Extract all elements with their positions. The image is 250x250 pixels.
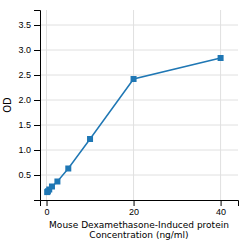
plot-area: 0 20 40 0.5 1.0 1.5 2.0 2.5 3.0 3.5 <box>18 10 238 217</box>
grid-line <box>40 25 238 26</box>
tick-mark <box>34 25 40 26</box>
tick: 1.0 <box>18 145 40 155</box>
x-axis: 0 20 40 <box>41 200 239 217</box>
tick: 3.5 <box>18 20 40 30</box>
y-axis-title: OD <box>2 97 13 113</box>
tick: 2.0 <box>18 95 40 105</box>
tick-mark <box>34 125 40 126</box>
axis-line <box>41 201 239 207</box>
tick-mark <box>221 200 222 206</box>
tick-label: 3.0 <box>18 45 31 55</box>
grid-line <box>46 10 47 200</box>
tick-label: 0.5 <box>18 170 31 180</box>
grid-line <box>40 175 238 176</box>
point <box>49 184 55 190</box>
tick: 40 <box>216 200 226 217</box>
point <box>54 179 60 185</box>
tick-mark <box>34 175 40 176</box>
tick-label: 2.0 <box>18 95 31 105</box>
tick-mark <box>34 75 40 76</box>
tick-label: 2.5 <box>18 70 31 80</box>
tick-mark <box>47 200 48 206</box>
axis-line <box>34 11 41 201</box>
grid-line <box>40 100 238 101</box>
x-axis-title: Mouse Dexamethasone-Induced proteinConce… <box>49 220 229 240</box>
grid-line <box>40 50 238 51</box>
tick: 2.5 <box>18 70 40 80</box>
tick: 1.5 <box>18 120 40 130</box>
point <box>87 136 93 142</box>
tick: 20 <box>129 200 139 217</box>
tick-mark <box>34 100 40 101</box>
tick-label: 1.0 <box>18 145 31 155</box>
tick: 3.0 <box>18 45 40 55</box>
tick: 0 <box>45 200 50 217</box>
line <box>47 58 220 192</box>
grid-line <box>40 150 238 151</box>
grid-line <box>133 10 134 200</box>
tick-label: 40 <box>216 207 226 217</box>
tick-label: 3.5 <box>18 20 31 30</box>
y-axis: 0.5 1.0 1.5 2.0 2.5 3.0 3.5 <box>18 11 40 201</box>
grid-line <box>40 75 238 76</box>
tick-mark <box>34 150 40 151</box>
tick-label: 0 <box>45 207 50 217</box>
marks <box>44 55 223 195</box>
tick-label: 20 <box>129 207 139 217</box>
tick-mark <box>134 200 135 206</box>
chart: 0 20 40 0.5 1.0 1.5 2.0 2.5 3.0 3.5 Mouse Dexameth… <box>0 0 250 250</box>
point <box>218 55 224 61</box>
point <box>65 166 71 172</box>
tick-label: 1.5 <box>18 120 31 130</box>
grid-line <box>40 125 238 126</box>
point <box>131 76 137 82</box>
tick-mark <box>34 50 40 51</box>
tick: 0.5 <box>18 170 40 180</box>
grid <box>40 10 238 200</box>
grid-line <box>220 10 221 200</box>
